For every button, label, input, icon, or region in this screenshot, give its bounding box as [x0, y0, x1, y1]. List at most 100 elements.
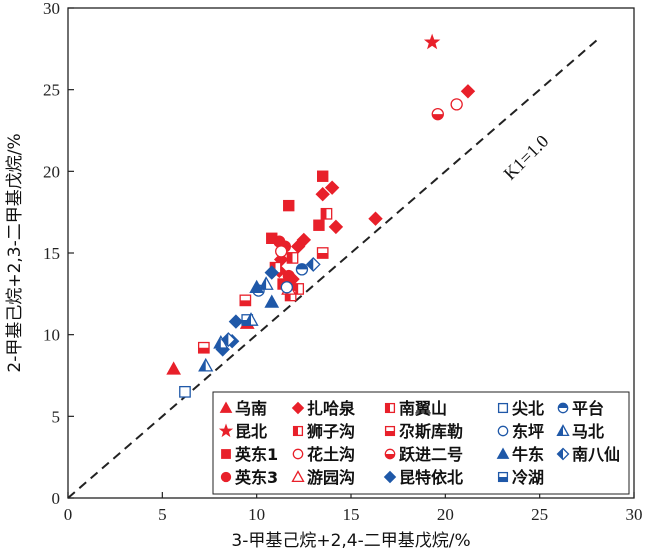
- legend-item: 昆特依北: [383, 468, 463, 487]
- series-4: [272, 84, 476, 287]
- series-0: [166, 315, 255, 375]
- legend-label: 花土沟: [307, 445, 355, 464]
- legend-label: 英东1: [234, 445, 278, 464]
- legend-label: 牛东: [512, 445, 544, 464]
- data-point: [431, 107, 444, 121]
- legend-item: 尕斯库勒: [384, 422, 463, 441]
- data-point: [258, 276, 274, 290]
- y-tick-label: 5: [52, 407, 61, 426]
- series-10: [431, 107, 444, 121]
- legend-marker: [497, 402, 509, 414]
- reference-line-layer: [67, 38, 599, 499]
- legend-label: 乌南: [235, 399, 267, 418]
- k1-reference-label: K1=1.0: [500, 131, 553, 184]
- legend-label: 冷湖: [512, 468, 544, 487]
- legend-marker: [291, 401, 305, 415]
- x-axis-label: 3-甲基己烷+2,4-二甲基戊烷/%: [231, 531, 470, 551]
- data-point: [283, 199, 295, 212]
- legend-item: 东坪: [497, 422, 544, 441]
- x-tick-label: 30: [626, 505, 643, 524]
- x-tick-label: 20: [437, 505, 454, 524]
- legend-item: 扎哈泉: [291, 399, 356, 418]
- series-9: [197, 247, 329, 354]
- legend-marker: [497, 425, 509, 437]
- legend-marker: [291, 470, 305, 483]
- y-tick-label: 25: [43, 81, 60, 100]
- legend-item: 英东1: [221, 445, 278, 464]
- series-16: [295, 263, 309, 276]
- legend-item: 尖北: [497, 399, 544, 418]
- data-point: [368, 211, 383, 226]
- data-point: [460, 84, 476, 99]
- legend-marker: [219, 401, 233, 413]
- axes-layer: 0 5 10 15 20 25 30 0 5 10 15 20 25 30: [43, 0, 643, 524]
- data-point: [179, 385, 191, 398]
- legend-marker: [292, 425, 304, 437]
- legend-item: 英东3: [220, 468, 278, 487]
- legend-label: 尖北: [512, 399, 544, 418]
- data-point: [228, 314, 244, 329]
- data-point: [320, 207, 333, 220]
- data-point: [286, 252, 299, 264]
- legend-label: 马北: [572, 422, 604, 441]
- data-point: [275, 245, 288, 258]
- legend-label: 扎哈泉: [307, 399, 356, 418]
- legend-marker: [557, 402, 569, 414]
- data-point: [280, 281, 294, 294]
- data-point: [243, 312, 259, 326]
- legend-marker: [384, 402, 396, 414]
- data-point: [264, 265, 279, 280]
- x-tick-label: 25: [531, 505, 548, 524]
- y-tick-label: 15: [43, 244, 60, 263]
- legend-item: 南翼山: [384, 399, 447, 418]
- legend-item: 马北: [556, 422, 604, 441]
- legend-item: 乌南: [219, 399, 267, 418]
- data-point: [316, 247, 329, 259]
- data-point: [264, 294, 280, 308]
- data-point: [295, 263, 309, 276]
- series-12: [179, 385, 191, 398]
- legend-label: 昆特依北: [399, 468, 463, 487]
- legend-label: 尕斯库勒: [399, 422, 463, 441]
- legend-marker: [221, 449, 231, 459]
- legend-marker: [292, 448, 304, 460]
- data-point: [239, 294, 252, 307]
- legend-label: 英东3: [234, 468, 278, 487]
- data-point: [220, 332, 236, 347]
- legend-item: 冷湖: [497, 468, 544, 487]
- data-point: [328, 219, 344, 235]
- y-tick-label: 30: [43, 0, 60, 18]
- legend-item: 昆北: [218, 422, 267, 441]
- legend-marker: [220, 471, 232, 483]
- k1-reference-line: [67, 38, 599, 499]
- y-axis-label: 2-甲基己烷+2,3-二甲基戊烷/%: [5, 133, 25, 372]
- series-17: [198, 276, 274, 372]
- series-1: [423, 33, 441, 50]
- x-tick-label: 15: [343, 505, 360, 524]
- y-tick-label: 20: [43, 162, 60, 181]
- data-point: [198, 357, 214, 372]
- legend-label: 狮子沟: [306, 422, 355, 441]
- data-points-layer: [166, 33, 476, 398]
- legend-label: 游园沟: [307, 468, 355, 487]
- legend-marker: [384, 425, 396, 437]
- data-point: [450, 98, 463, 111]
- legend-item: 狮子沟: [292, 422, 355, 441]
- legend-item: 牛东: [496, 445, 544, 464]
- data-point: [317, 170, 329, 182]
- data-point: [197, 341, 210, 354]
- x-tick-label: 0: [64, 505, 73, 524]
- series-5: [284, 207, 333, 302]
- legend-marker: [497, 471, 509, 483]
- legend-item: 花土沟: [292, 445, 355, 464]
- legend-label: 昆北: [235, 422, 267, 441]
- legend-marker: [556, 424, 570, 437]
- data-point: [305, 257, 321, 272]
- legend-marker: [383, 470, 397, 484]
- legend-label: 南翼山: [399, 399, 447, 418]
- series-18: [220, 257, 321, 347]
- legend-item: 南八仙: [556, 445, 620, 464]
- legend-marker: [218, 423, 234, 438]
